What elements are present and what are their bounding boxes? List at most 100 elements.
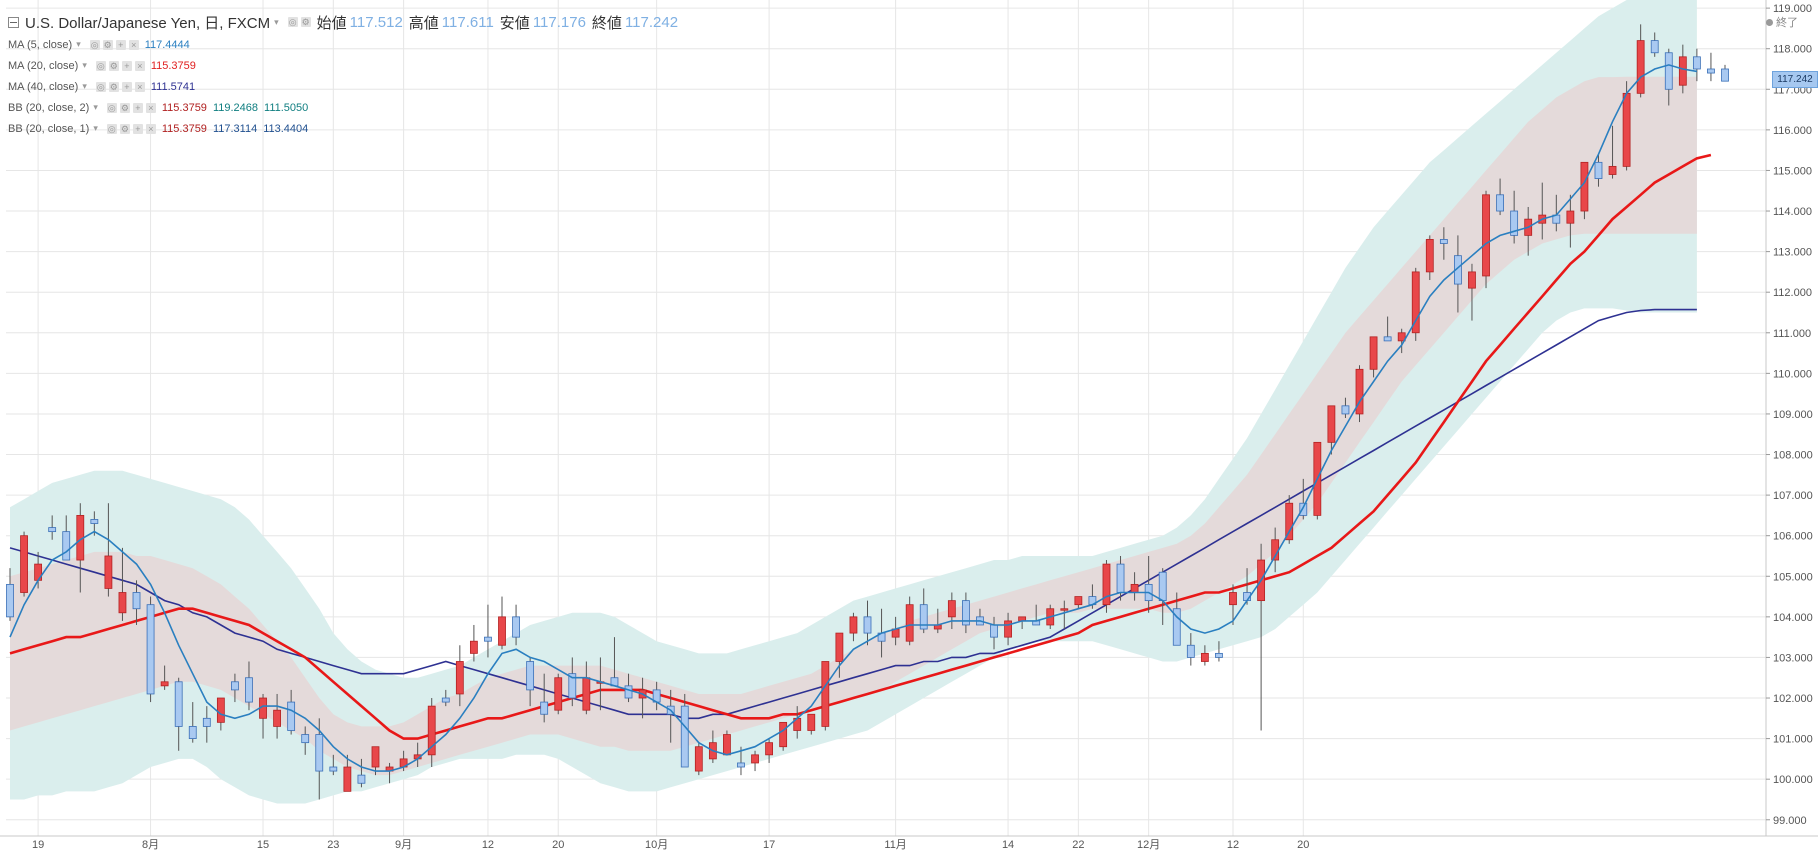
candle (48, 515, 57, 540)
candle (905, 596, 914, 646)
candle-body (863, 616, 872, 634)
candle (1411, 267, 1420, 341)
add-icon[interactable]: + (115, 39, 126, 50)
candle-body (20, 535, 28, 593)
chevron-down-icon[interactable]: ▾ (93, 123, 98, 133)
indicator-name[interactable]: MA (5, close) (8, 38, 73, 51)
candle-body (6, 583, 14, 618)
visibility-icon[interactable]: ◎ (95, 81, 106, 92)
candle (469, 624, 478, 662)
candle-body (1130, 583, 1139, 593)
close-icon[interactable]: × (145, 123, 156, 134)
candle (301, 726, 310, 755)
candle-body (202, 717, 211, 727)
candle-body (427, 705, 436, 756)
candle (835, 632, 844, 678)
last-price-tag: 117.242 (1772, 71, 1818, 89)
settings-icon[interactable]: ⚙ (119, 123, 130, 134)
candle (849, 612, 858, 642)
chevron-down-icon[interactable]: ▾ (82, 81, 87, 91)
candle-body (1102, 563, 1111, 606)
candle (231, 673, 239, 703)
candle (962, 592, 970, 634)
settings-icon[interactable]: ⚙ (102, 39, 113, 50)
settings-icon[interactable]: ⚙ (108, 60, 119, 71)
candle-body (526, 661, 535, 691)
candle-body (441, 697, 450, 703)
visibility-icon[interactable]: ◎ (287, 17, 298, 27)
candle-body (132, 592, 141, 610)
candle-body (1229, 592, 1237, 606)
price-tick-label: 118.000 (1773, 44, 1812, 56)
add-icon[interactable]: + (121, 60, 132, 71)
candle-body (1383, 336, 1392, 342)
candle-body (1468, 271, 1476, 289)
symbol-title[interactable]: U.S. Dollar/Japanese Yen, 日, FXCM (25, 14, 271, 32)
indicator-name[interactable]: MA (20, close) (8, 59, 79, 72)
close-icon[interactable]: × (145, 102, 156, 113)
indicator-name[interactable]: BB (20, close, 1) (8, 122, 90, 135)
indicator-name[interactable]: MA (40, close) (8, 80, 79, 93)
candle (568, 657, 577, 707)
time-tick-label: 20 (1297, 839, 1309, 851)
candle (680, 693, 689, 768)
candle-body (160, 681, 169, 687)
indicator-value: 113.4404 (263, 122, 309, 135)
candle-body (1707, 68, 1715, 74)
candle-body (835, 632, 844, 662)
price-tick-label: 115.000 (1773, 165, 1812, 177)
candle (273, 693, 281, 739)
ohlc-high-value: 117.611 (441, 13, 494, 31)
candle (1341, 397, 1350, 418)
visibility-icon[interactable]: ◎ (89, 39, 100, 50)
price-tick-label: 100.000 (1773, 774, 1813, 786)
close-icon[interactable]: × (128, 39, 139, 50)
candle-body (1608, 165, 1617, 175)
candle-body (1186, 644, 1195, 658)
indicator-value: 115.3759 (161, 122, 207, 135)
settings-icon[interactable]: ⚙ (300, 17, 311, 27)
add-icon[interactable]: + (132, 123, 143, 134)
time-tick-label: 15 (257, 839, 269, 851)
candle-body (947, 600, 956, 618)
indicator-value: 111.5741 (150, 80, 196, 93)
candle (765, 738, 773, 763)
visibility-icon[interactable]: ◎ (106, 123, 117, 134)
candle (315, 718, 324, 800)
candle-body (1496, 194, 1504, 212)
time-tick-label: 8月 (142, 839, 159, 851)
chevron-down-icon[interactable]: ▾ (93, 102, 98, 112)
close-icon[interactable]: × (134, 81, 145, 92)
candle-body (1622, 92, 1631, 167)
close-icon[interactable]: × (134, 60, 145, 71)
candle (1313, 441, 1322, 520)
candle-body (919, 604, 928, 630)
settings-icon[interactable]: ⚙ (119, 102, 130, 113)
candle (779, 721, 788, 751)
candle (694, 742, 703, 776)
candle (1692, 48, 1701, 82)
chevron-down-icon[interactable]: ▾ (76, 39, 81, 49)
ohlc-open-value: 117.512 (349, 13, 403, 31)
chevron-down-icon[interactable]: ▾ (274, 16, 279, 27)
candle (1074, 596, 1083, 609)
candle-body (1482, 194, 1490, 277)
ohlc-high-label: 高値 (408, 14, 439, 32)
candle-body (371, 746, 380, 768)
visibility-icon[interactable]: ◎ (106, 102, 117, 113)
candle-body (455, 661, 464, 695)
candle (160, 665, 169, 690)
add-icon[interactable]: + (121, 81, 132, 92)
collapse-icon[interactable] (8, 16, 19, 28)
chevron-down-icon[interactable]: ▾ (82, 60, 87, 70)
candle-body (540, 701, 549, 715)
settings-icon[interactable]: ⚙ (108, 81, 119, 92)
indicator-value: 119.2468 (212, 101, 259, 114)
status-dot-icon (1766, 19, 1773, 26)
candle (329, 754, 338, 776)
candle-body (1200, 652, 1209, 662)
indicator-name[interactable]: BB (20, close, 2) (8, 101, 90, 114)
add-icon[interactable]: + (132, 102, 143, 113)
visibility-icon[interactable]: ◎ (95, 60, 106, 71)
